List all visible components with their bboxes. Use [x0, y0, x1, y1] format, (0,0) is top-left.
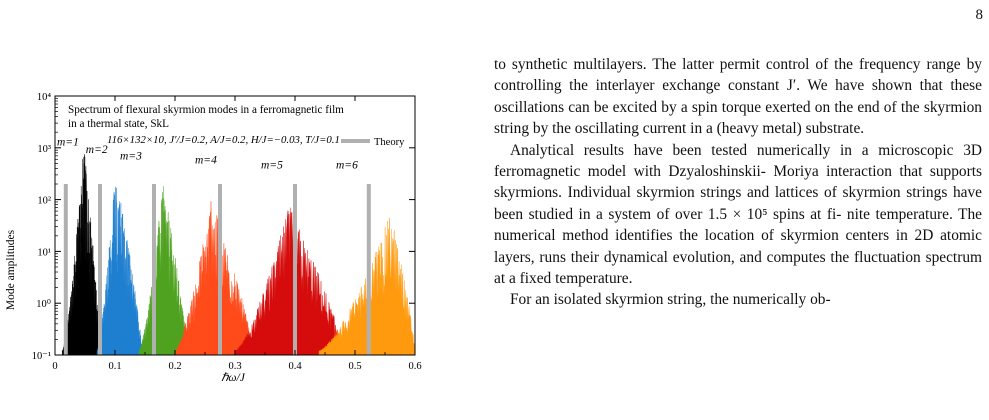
text-line: to synthetic multilayers. The latter per… — [494, 56, 853, 73]
spectrum-chart: 0 0.1 0.2 0.3 0.4 0.5 0.6 10⁻¹ 10⁰ 10¹ 10² 10³ 10⁴ M… — [5, 92, 422, 384]
paragraph-2: Analytical results have been tested nume… — [494, 140, 982, 290]
body-text: to synthetic multilayers. The latter per… — [494, 54, 982, 311]
text-line: metal) substrate. — [762, 120, 865, 138]
text-line: skyrmion string by the oscillating curre… — [494, 98, 982, 138]
axis-ticks — [54, 95, 416, 356]
x-tick-label: 0.4 — [288, 361, 302, 372]
text-line: nite temperature. The numerical method i… — [494, 205, 982, 245]
y-axis-label: Mode amplitudes — [5, 229, 17, 310]
x-axis-label: ℏω/J — [221, 372, 246, 384]
series-area-m=3 — [138, 186, 188, 356]
legend-label: Theory — [374, 137, 405, 148]
y-tick-label: 10⁻¹ — [32, 351, 51, 362]
mode-label: m=2 — [86, 144, 108, 156]
tick-labels: 0 0.1 0.2 0.3 0.4 0.5 0.6 10⁻¹ 10⁰ 10¹ 10² 10³ 10⁴ — [32, 92, 422, 372]
text-line: been studied in a system of over 1.5 × 1… — [494, 205, 842, 223]
text-line: location of skyrmion centers in 2D atomi… — [494, 227, 982, 266]
y-tick-label: 10⁴ — [37, 92, 52, 103]
x-tick-label: 0.1 — [108, 361, 121, 372]
page-number: 8 — [975, 7, 984, 23]
text-line: their dynamical evolution, and computes … — [570, 248, 921, 266]
y-tick-label: 10² — [37, 196, 51, 207]
mode-label: m=5 — [261, 159, 283, 171]
text-line: microscopic 3D ferromagnetic model with … — [494, 141, 982, 181]
text-line: spectrum at a fixed temperature. — [494, 248, 982, 288]
paragraph-3: For an isolated skyrmion string, the num… — [494, 289, 982, 310]
text-line: frequency range by controlling the inter… — [494, 56, 982, 95]
paragraph-1: to synthetic multilayers. The latter per… — [494, 54, 982, 140]
x-tick-label: 0.2 — [168, 361, 181, 372]
x-tick-label: 0 — [52, 361, 57, 372]
mode-label: m=3 — [120, 150, 142, 162]
x-tick-label: 0.6 — [408, 361, 421, 372]
mode-label: m=1 — [57, 137, 79, 149]
text-line: skyrmion strings and lattices of skyrmio… — [636, 184, 982, 202]
y-tick-label: 10¹ — [37, 247, 51, 258]
mode-labels: m=1 m=2 m=3 m=4 m=5 m=6 — [57, 137, 358, 172]
series-area-m=5 — [234, 207, 344, 356]
series-area-m=2 — [96, 186, 143, 356]
mode-label: m=6 — [336, 159, 358, 171]
mode-label: m=4 — [195, 154, 217, 166]
figure-params: 116×132×10, J′/J=0.2, A/J=0.2, H/J=−0.03… — [107, 134, 340, 146]
theory-lines — [63, 184, 371, 355]
spectrum-figure: 0 0.1 0.2 0.3 0.4 0.5 0.6 10⁻¹ 10⁰ 10¹ 10² 10³ 10⁴ M… — [0, 70, 440, 420]
series-area-m=1 — [62, 154, 101, 356]
x-tick-label: 0.3 — [228, 361, 241, 372]
figure-title-line2: in a thermal state, SkL — [68, 118, 169, 130]
series-area-m=4 — [174, 201, 254, 356]
chart-areas — [62, 154, 416, 356]
x-tick-label: 0.5 — [348, 361, 361, 372]
text-line: For an isolated skyrmion string, the num… — [510, 291, 831, 309]
text-line: be excited by a spin torque exerted on t… — [593, 98, 920, 116]
figure-title-line1: Spectrum of flexural skyrmion modes in a… — [68, 104, 344, 116]
y-tick-label: 10³ — [37, 144, 51, 155]
y-tick-label: 10⁰ — [36, 298, 52, 310]
text-line: Moriya interaction that supports skyrmio… — [494, 163, 982, 202]
text-line: Analytical results have been tested nume… — [510, 141, 869, 159]
text-line: constant J′. We have shown that these os… — [494, 77, 982, 116]
